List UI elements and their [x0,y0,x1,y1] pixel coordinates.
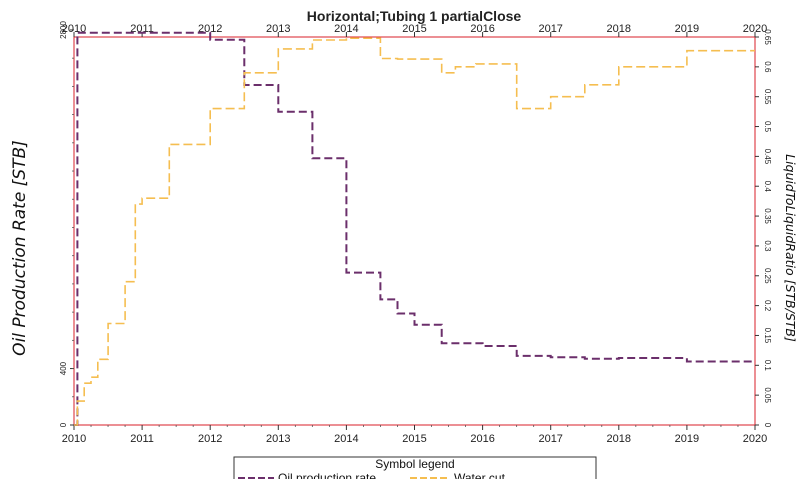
x-tick-label-bottom: 2013 [266,433,290,445]
y-right-tick-label: 0.55 [763,89,772,105]
y-right-tick-label: 0.1 [763,360,772,372]
x-tick-label-top: 2020 [743,23,767,35]
y-axis-label-right: LiquidToLiquidRatio [STB/STB] [783,154,798,342]
y-right-tick-label: 0.45 [763,149,772,165]
x-tick-label-bottom: 2010 [62,433,86,445]
x-tick-label-bottom: 2017 [538,433,562,445]
x-tick-label-top: 2011 [130,23,154,35]
plot-border [73,36,756,426]
y-left-tick-label: 400 [59,361,68,375]
y-right-tick-label: 0.25 [763,268,772,284]
y-right-tick-label: 0.4 [763,181,772,193]
y-right-tick-label: 0 [763,423,772,428]
x-tick-label-top: 2018 [607,23,631,35]
x-tick-label-bottom: 2016 [470,433,494,445]
series-layer [74,31,755,426]
y-right-tick-label: 0.15 [763,328,772,344]
plot-frame [73,36,756,426]
x-tick-label-top: 2014 [334,23,358,35]
x-tick-label-top: 2015 [402,23,426,35]
x-tick-label-top: 2019 [675,23,699,35]
y-right-tick-label: 0.65 [763,29,772,45]
y-right-tick-label: 0.6 [763,61,772,73]
y-axis-label-left: Oil Production Rate [STB] [10,140,30,356]
x-tick-label-top: 2016 [470,23,494,35]
y-right-tick-label: 0.2 [763,300,772,312]
y-right-tick-label: 0.3 [763,240,772,252]
x-tick-label-top: 2017 [538,23,562,35]
y-right-tick-label: 0.35 [763,208,772,224]
series-line-oil-production-rate [74,31,755,426]
y-left-tick-label: 0 [59,422,68,427]
x-tick-label-bottom: 2020 [743,433,767,445]
legend-label-water-cut: Water cut [454,471,506,479]
series-line-water-cut [74,37,755,426]
x-tick-label-bottom: 2011 [130,433,154,445]
chart-title: Horizontal;Tubing 1 partialClose [307,8,522,24]
x-tick-label-bottom: 2015 [402,433,426,445]
x-tick-label-bottom: 2019 [675,433,699,445]
legend-title: Symbol legend [375,457,454,471]
y-right-tick-label: 0.05 [763,387,772,403]
x-tick-label-bottom: 2014 [334,433,358,445]
legend-box [233,456,597,479]
y-left-tick-label: 2800 [59,20,68,38]
x-tick-label-top: 2013 [266,23,290,35]
x-tick-label-bottom: 2012 [198,433,222,445]
x-tick-label-bottom: 2018 [607,433,631,445]
y-right-tick-label: 0.5 [763,121,772,133]
axis-ticks: 2010201020112011201220122013201320142014… [59,20,772,445]
legend-label-oil-production-rate: Oil production rate [278,471,376,479]
